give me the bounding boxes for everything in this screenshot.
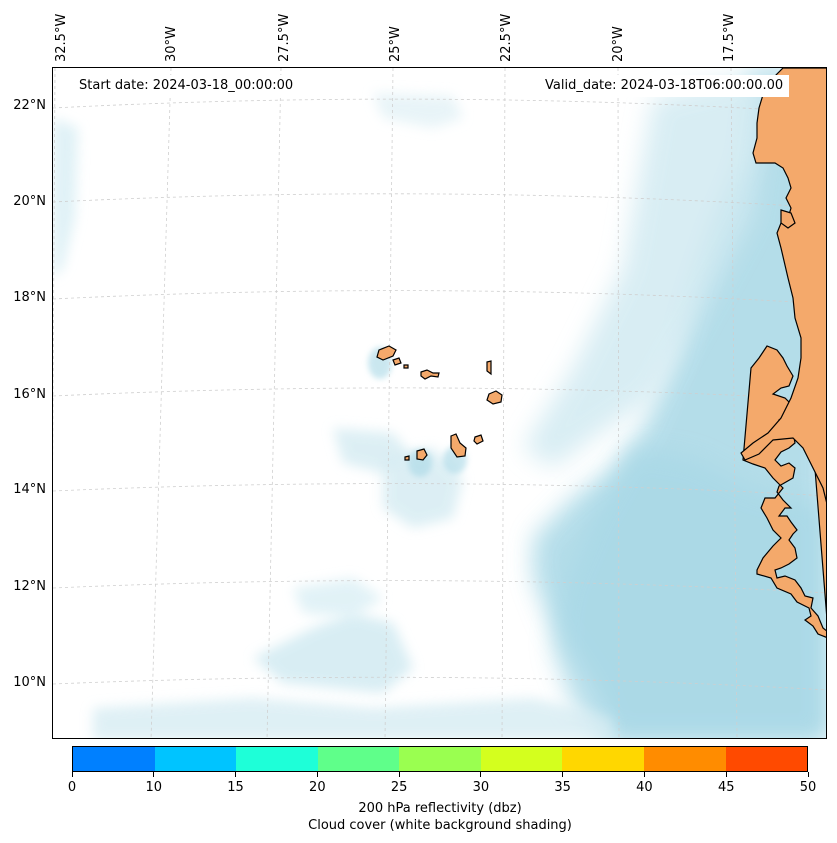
island-brava xyxy=(404,455,410,461)
colorbar-tick-label: 50 xyxy=(799,780,817,795)
lon-label-27-5w: 27.5°W xyxy=(277,13,292,62)
colorbar-segment xyxy=(73,747,155,771)
colorbar-tick-label: 20 xyxy=(309,780,326,795)
lat-label-16n: 16°N xyxy=(13,387,46,402)
cloud-patch-mid xyxy=(293,578,383,618)
valid-date-label: Valid_date: 2024-03-18T06:00:00.00 xyxy=(539,75,790,97)
meridian-17-5w xyxy=(730,68,738,738)
island-sao-nicolau xyxy=(420,369,440,380)
lon-label-32-5w: 32.5°W xyxy=(54,13,69,62)
cloud-patch-islands xyxy=(333,428,413,473)
island-sao-vicente xyxy=(392,357,402,366)
cloud-patch-center xyxy=(383,448,463,528)
island-santiago xyxy=(450,433,467,458)
cloud-haze-east xyxy=(523,68,773,468)
colorbar-title: 200 hPa reflectivity (dbz) xyxy=(358,801,522,816)
reflectivity-colorbar xyxy=(72,746,808,772)
colorbar-tick-label: 35 xyxy=(554,780,571,795)
lon-label-22-5w: 22.5°W xyxy=(499,13,514,62)
lat-label-12n: 12°N xyxy=(13,579,46,594)
colorbar-tick xyxy=(807,772,809,777)
colorbar-tick xyxy=(153,772,155,777)
colorbar-segment xyxy=(154,747,237,771)
meridian-27-5w xyxy=(266,68,282,738)
colorbar-segment xyxy=(643,747,726,771)
colorbar-tick xyxy=(643,772,645,777)
meridian-20w xyxy=(617,68,620,738)
colorbar-tick-label: 30 xyxy=(472,780,490,795)
colorbar-subtitle: Cloud cover (white background shading) xyxy=(308,818,572,833)
colorbar-tick-label: 25 xyxy=(390,780,408,795)
west-africa-coast-north xyxy=(740,68,826,503)
colorbar-segment xyxy=(562,747,644,771)
meridian-25w xyxy=(384,68,394,738)
island-santo-antao xyxy=(376,345,397,361)
cloud-band-southwest xyxy=(253,613,413,693)
lat-label-22n: 22°N xyxy=(13,98,46,113)
colorbar-segment xyxy=(317,747,400,771)
island-santa-luzia xyxy=(403,364,409,369)
colorbar-tick-label: 15 xyxy=(227,780,244,795)
colorbar-tick xyxy=(316,772,318,777)
colorbar-tick xyxy=(725,772,727,777)
island-maio xyxy=(473,434,484,445)
map-panel xyxy=(52,67,827,739)
cloud-mass-south xyxy=(553,448,826,738)
island-boa-vista xyxy=(486,390,503,405)
colorbar-segment xyxy=(399,747,481,771)
cloud-patch-north xyxy=(373,93,463,128)
meridian-22-5w xyxy=(501,68,506,738)
colorbar-segment xyxy=(480,747,563,771)
lat-label-18n: 18°N xyxy=(13,290,46,305)
island-sal xyxy=(486,360,492,376)
lat-label-10n: 10°N xyxy=(13,675,46,690)
lon-label-20w: 20°W xyxy=(611,26,626,62)
colorbar-tick-label: 45 xyxy=(717,780,735,795)
start-date-label: Start date: 2024-03-18_00:00:00 xyxy=(73,75,300,97)
lon-label-17-5w: 17.5°W xyxy=(722,13,737,62)
colorbar-tick xyxy=(398,772,400,777)
cloud-band-south xyxy=(93,698,613,738)
colorbar-tick xyxy=(235,772,237,777)
island-fogo xyxy=(416,448,428,461)
colorbar-segment xyxy=(725,747,808,771)
colorbar-tick-label: 0 xyxy=(67,780,77,795)
lat-label-14n: 14°N xyxy=(13,482,46,497)
colorbar-tick-label: 10 xyxy=(145,780,163,795)
colorbar-tick xyxy=(562,772,564,777)
cape-verde-islands xyxy=(376,345,503,461)
graticule xyxy=(53,68,826,738)
lon-label-30w: 30°W xyxy=(164,26,179,62)
colorbar-tick-label: 40 xyxy=(636,780,653,795)
colorbar-tick xyxy=(480,772,482,777)
cloud-west-edge xyxy=(53,118,78,278)
map-canvas xyxy=(53,68,826,738)
lat-label-20n: 20°N xyxy=(13,194,46,209)
coast-inlet-dakhla xyxy=(780,209,796,229)
colorbar-segment xyxy=(236,747,318,771)
cloud-cover-layer xyxy=(53,68,826,738)
colorbar-tick xyxy=(71,772,73,777)
lon-label-25w: 25°W xyxy=(388,26,403,62)
meridian-30w xyxy=(150,68,172,738)
